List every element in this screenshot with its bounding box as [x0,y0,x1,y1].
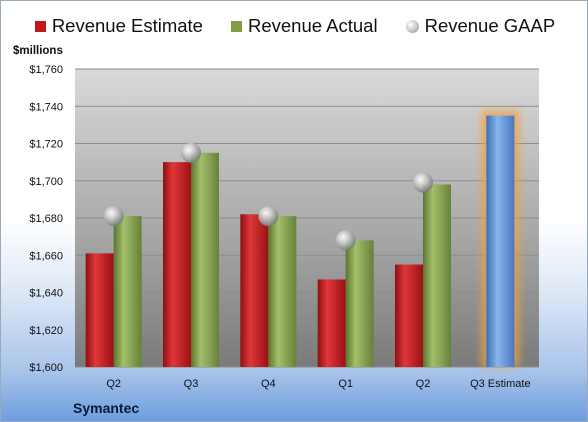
x-tick-label: Q2 [416,378,431,390]
company-name: Symantec [73,400,140,416]
marker-revenue-gaap [335,230,356,251]
legend-item-estimate: Revenue Estimate [34,15,203,37]
bar-revenue-estimate [395,264,423,367]
bar-revenue-actual [268,216,297,367]
bar-revenue-actual [345,240,374,367]
marker-revenue-gaap [258,206,279,227]
chart-legend: Revenue Estimate Revenue Actual Revenue … [1,15,587,37]
legend-label-gaap: Revenue GAAP [424,15,556,36]
legend-swatch-estimate [34,20,46,32]
legend-swatch-actual [230,20,242,32]
legend-label-actual: Revenue Actual [247,15,378,36]
bar-revenue-estimate [85,253,114,367]
bar-revenue-estimate [163,162,191,367]
y-tick-label: $1,740 [29,101,63,113]
y-axis-unit-label: $millions [13,45,63,57]
bar-revenue-actual [191,152,219,367]
y-tick-label: $1,700 [29,176,63,188]
y-tick-label: $1,600 [29,362,63,374]
legend-item-actual: Revenue Actual [230,15,378,37]
bar-revenue-estimate-future [486,115,515,367]
bar-revenue-estimate [240,214,269,367]
marker-revenue-gaap [103,206,124,227]
x-tick-label: Q4 [261,378,276,390]
legend-swatch-gaap-sphere [405,19,419,33]
y-tick-label: $1,660 [29,250,63,262]
bar-revenue-estimate [317,279,346,367]
x-tick-label: Q3 Estimate [470,378,531,390]
y-tick-label: $1,720 [29,139,63,151]
bar-revenue-actual [423,184,451,367]
x-tick-label: Q1 [338,378,353,390]
bar-revenue-actual [113,216,142,367]
marker-revenue-gaap [413,172,433,193]
y-tick-label: $1,680 [29,213,63,225]
x-tick-label: Q3 [184,378,199,390]
y-tick-label: $1,760 [29,64,63,76]
y-tick-label: $1,620 [29,325,63,337]
legend-label-estimate: Revenue Estimate [51,15,203,36]
y-tick-label: $1,640 [29,288,63,300]
legend-item-gaap: Revenue GAAP [405,15,556,37]
marker-revenue-gaap [181,142,201,163]
x-tick-label: Q2 [106,378,121,390]
